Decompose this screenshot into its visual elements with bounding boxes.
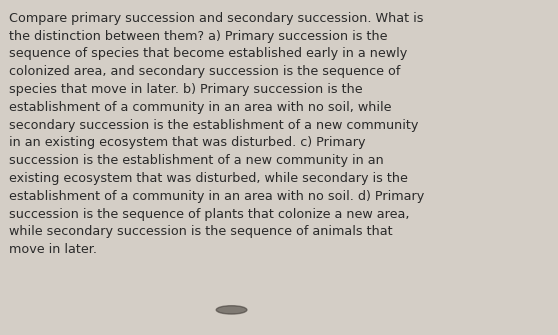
Text: Compare primary succession and secondary succession. What is
the distinction bet: Compare primary succession and secondary…: [9, 12, 424, 256]
Ellipse shape: [217, 306, 247, 314]
